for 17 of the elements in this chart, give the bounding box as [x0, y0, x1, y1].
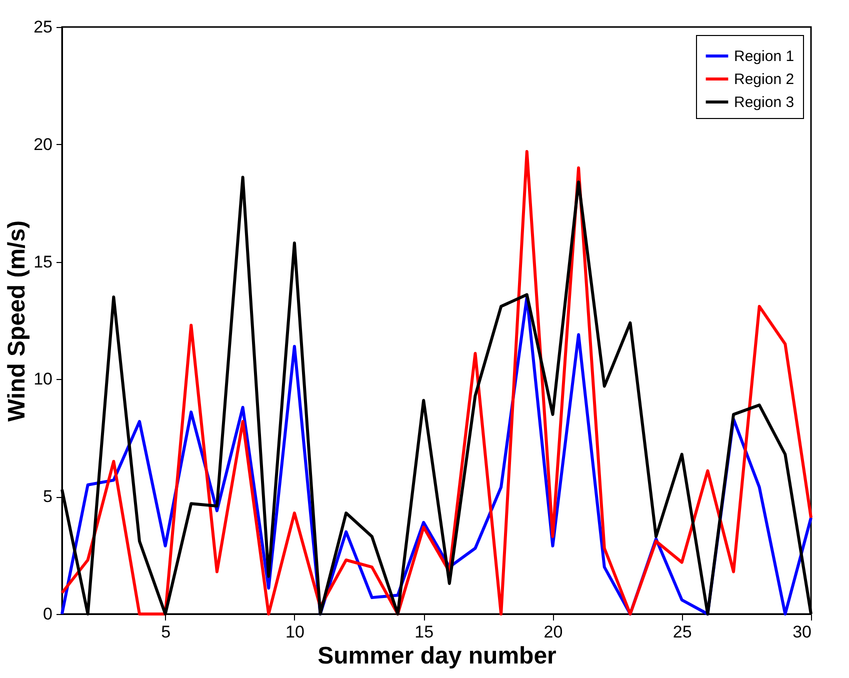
y-tick-label: 25: [34, 18, 52, 36]
y-tick-label: 0: [43, 604, 52, 624]
x-tick-label: 25: [672, 622, 692, 642]
y-tick-label: 5: [43, 487, 52, 506]
y-tick-label: 15: [34, 252, 52, 272]
legend-label: Region 2: [734, 71, 794, 88]
legend-label: Region 3: [734, 94, 794, 111]
y-tick-label: 10: [34, 370, 52, 389]
x-tick-label: 30: [792, 622, 812, 642]
y-axis-title: Wind Speed (m/s): [4, 220, 31, 422]
x-tick-label: 5: [161, 622, 171, 642]
legend-label: Region 1: [734, 48, 794, 65]
x-tick-label: 20: [544, 622, 563, 642]
y-tick-label: 20: [34, 134, 52, 154]
x-tick-label: 10: [285, 622, 304, 642]
x-axis-title: Summer day number: [318, 642, 556, 670]
x-tick-label: 15: [414, 622, 434, 642]
